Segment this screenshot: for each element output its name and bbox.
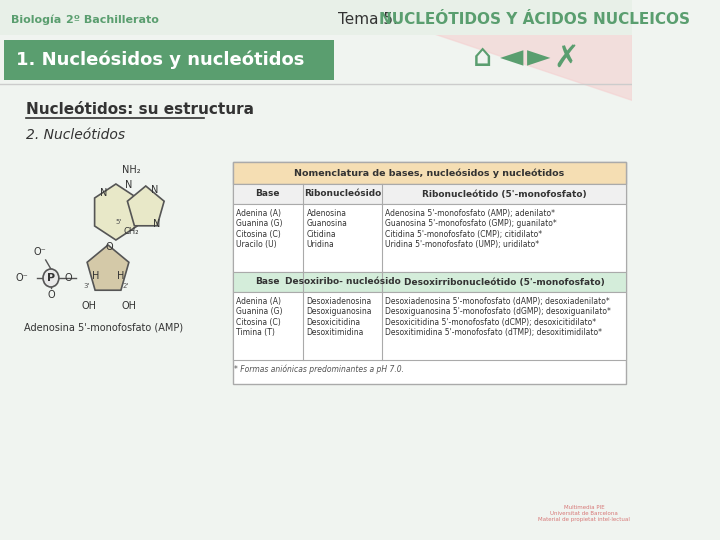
Text: Ribonucleótido (5'-monofosfato): Ribonucleótido (5'-monofosfato) [422, 190, 586, 199]
Text: O: O [65, 273, 72, 283]
Text: OH: OH [81, 301, 96, 311]
FancyBboxPatch shape [0, 0, 632, 35]
Text: Ribonucleósido: Ribonucleósido [304, 190, 381, 199]
Text: Multimedia PIE
Universitat de Barcelona
Material de propietat intel·lectual: Multimedia PIE Universitat de Barcelona … [538, 505, 630, 522]
Text: Adenosina 5'-monofosfato (AMP); adenilato*
Guanosina 5'-monofosfato (GMP); guani: Adenosina 5'-monofosfato (AMP); adenilat… [385, 209, 557, 249]
Text: Adenosina 5'-monofosfato (AMP): Adenosina 5'-monofosfato (AMP) [24, 323, 183, 333]
Text: Biología: Biología [11, 15, 60, 25]
Text: H: H [92, 271, 99, 281]
Polygon shape [94, 184, 138, 240]
FancyBboxPatch shape [233, 162, 626, 184]
Text: N: N [100, 188, 107, 198]
FancyBboxPatch shape [233, 292, 626, 360]
FancyBboxPatch shape [233, 204, 626, 272]
Text: OH: OH [122, 301, 137, 311]
Text: N: N [153, 219, 160, 229]
Text: ►: ► [526, 44, 550, 72]
Text: Adenina (A)
Guanina (G)
Citosina (C)
Uracilo (U): Adenina (A) Guanina (G) Citosina (C) Ura… [236, 209, 283, 249]
FancyBboxPatch shape [233, 272, 626, 292]
Text: N: N [125, 180, 132, 190]
Text: Adenosina
Guanosina
Citidina
Uridina: Adenosina Guanosina Citidina Uridina [307, 209, 347, 249]
Polygon shape [333, 0, 632, 100]
Text: * Formas aniónicas predominantes a pH 7.0.: * Formas aniónicas predominantes a pH 7.… [235, 364, 405, 374]
Circle shape [43, 269, 59, 287]
Text: ✗: ✗ [554, 44, 579, 72]
Text: H: H [117, 271, 124, 281]
Text: Nucleótidos: su estructura: Nucleótidos: su estructura [27, 103, 254, 118]
Polygon shape [87, 245, 129, 290]
Text: 1. Nucleósidos y nucleótidos: 1. Nucleósidos y nucleótidos [16, 51, 304, 69]
Text: ◄: ◄ [500, 44, 523, 72]
Text: Desoxiadenosina 5'-monofosfato (dAMP); desoxiadenilato*
Desoxiguanosina 5'-monof: Desoxiadenosina 5'-monofosfato (dAMP); d… [385, 297, 611, 337]
Text: 2º Bachillerato: 2º Bachillerato [66, 15, 158, 25]
Text: Tema 5.: Tema 5. [338, 12, 402, 28]
Text: NUCLEÓTIDOS Y ÁCIDOS NUCLEICOS: NUCLEÓTIDOS Y ÁCIDOS NUCLEICOS [379, 12, 690, 28]
Text: Adenina (A)
Guanina (G)
Citosina (C)
Timina (T): Adenina (A) Guanina (G) Citosina (C) Tim… [236, 297, 283, 337]
Text: Desoxirribonucleótido (5'-monofosfato): Desoxirribonucleótido (5'-monofosfato) [404, 278, 604, 287]
Text: Desoxiadenosina
Desoxiguanosina
Desoxicitidina
Desoxitimidina: Desoxiadenosina Desoxiguanosina Desoxici… [307, 297, 372, 337]
FancyBboxPatch shape [233, 184, 626, 204]
Text: ⌂: ⌂ [473, 44, 492, 72]
Text: O: O [106, 242, 114, 252]
Text: N: N [151, 185, 158, 195]
FancyBboxPatch shape [233, 162, 626, 384]
Text: O⁻: O⁻ [33, 247, 46, 257]
FancyBboxPatch shape [4, 40, 333, 80]
Text: CH₂: CH₂ [124, 227, 139, 237]
Text: 2': 2' [122, 283, 129, 289]
Text: O⁻: O⁻ [15, 273, 28, 283]
Polygon shape [127, 186, 164, 226]
Text: 3': 3' [84, 283, 90, 289]
Text: NH₂: NH₂ [122, 165, 141, 175]
Text: Desoxiribo- nucleósido: Desoxiribo- nucleósido [284, 278, 400, 287]
Text: 2. Nucleótidos: 2. Nucleótidos [27, 128, 125, 142]
Text: Base: Base [256, 190, 280, 199]
Text: 5': 5' [115, 219, 122, 225]
Text: O: O [47, 290, 55, 300]
Text: Base: Base [256, 278, 280, 287]
Text: Nomenclatura de bases, nucleósidos y nucleótidos: Nomenclatura de bases, nucleósidos y nuc… [294, 168, 564, 178]
Text: P: P [47, 273, 55, 283]
